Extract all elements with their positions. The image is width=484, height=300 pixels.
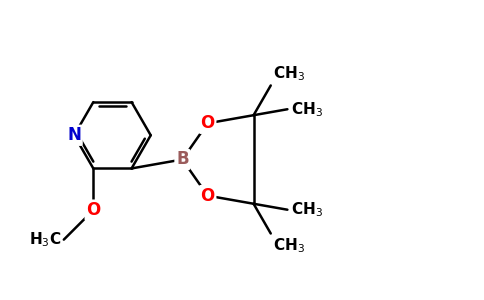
Text: O: O <box>200 114 215 132</box>
Text: CH$_3$: CH$_3$ <box>291 100 323 118</box>
Text: B: B <box>176 151 189 169</box>
Text: CH$_3$: CH$_3$ <box>291 200 323 219</box>
Text: N: N <box>67 126 81 144</box>
Text: O: O <box>86 201 101 219</box>
Text: O: O <box>200 187 215 205</box>
Text: CH$_3$: CH$_3$ <box>273 64 305 83</box>
Text: H$_3$C: H$_3$C <box>29 230 61 249</box>
Text: CH$_3$: CH$_3$ <box>273 236 305 255</box>
